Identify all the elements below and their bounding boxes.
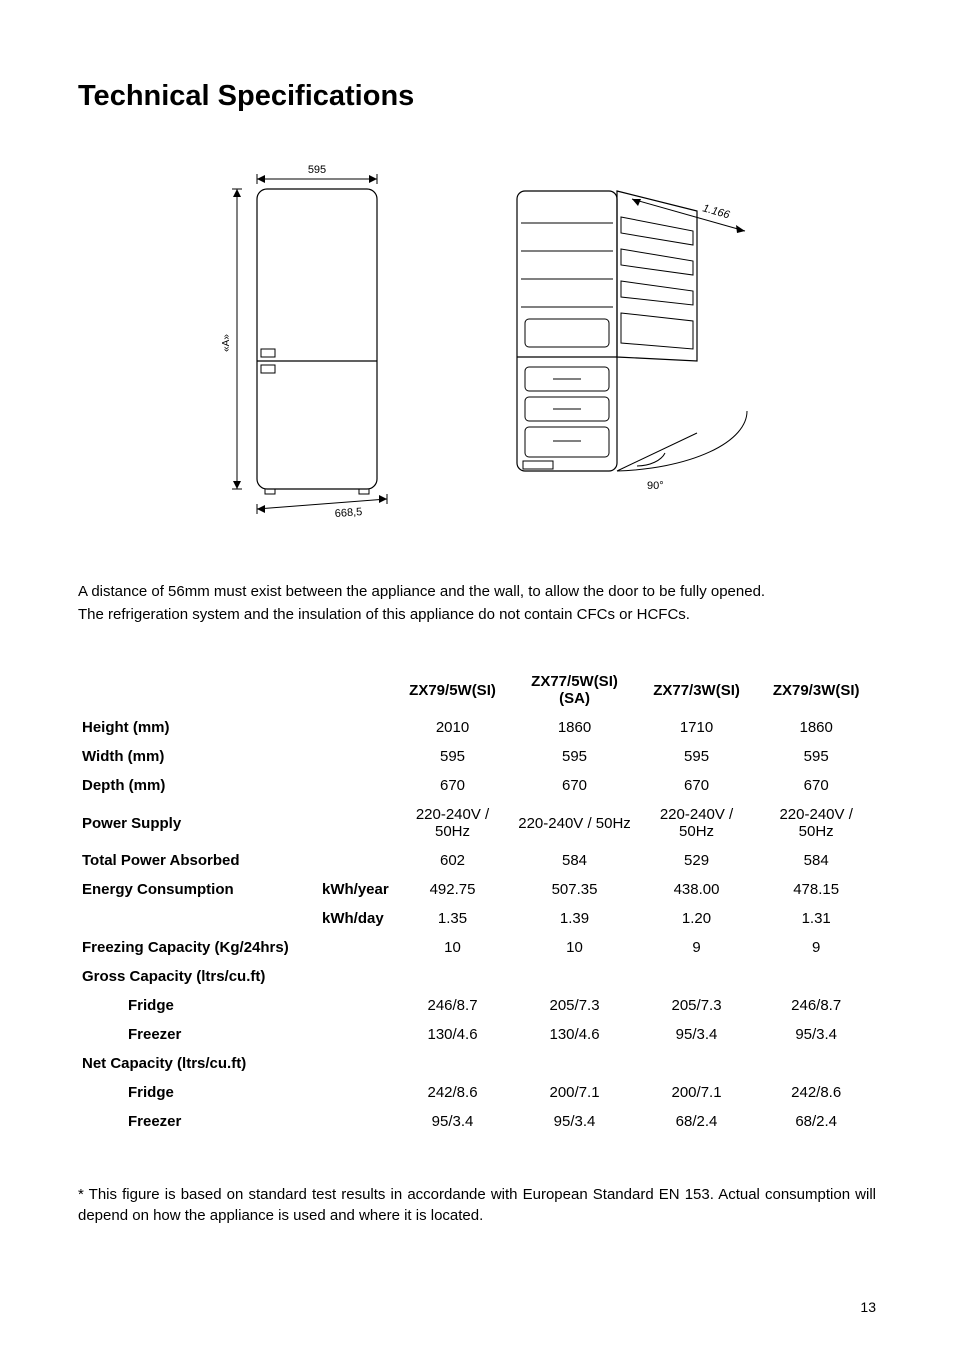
- dim-angle: 90°: [647, 480, 664, 492]
- cell: 1860: [512, 713, 636, 742]
- note-line: A distance of 56mm must exist between th…: [78, 581, 876, 602]
- cell: 246/8.7: [393, 991, 513, 1020]
- cell: 220-240V / 50Hz: [756, 800, 876, 846]
- cell: 492.75: [393, 875, 513, 904]
- cell: 130/4.6: [393, 1020, 513, 1049]
- cell: 246/8.7: [756, 991, 876, 1020]
- cell: 242/8.6: [756, 1078, 876, 1107]
- page-number: 13: [860, 1299, 876, 1315]
- row-label: Net Capacity (ltrs/cu.ft): [78, 1049, 876, 1078]
- cell: 220-240V / 50Hz: [512, 800, 636, 846]
- col-header: ZX77/5W(SI)(SA): [512, 667, 636, 713]
- cell: 220-240V / 50Hz: [637, 800, 757, 846]
- cell: 95/3.4: [637, 1020, 757, 1049]
- cell: 478.15: [756, 875, 876, 904]
- cell: 595: [393, 742, 513, 771]
- cell: 95/3.4: [393, 1107, 513, 1136]
- cell: 220-240V / 50Hz: [393, 800, 513, 846]
- cell: 130/4.6: [512, 1020, 636, 1049]
- row-label: Power Supply: [78, 800, 318, 846]
- unit-label: kWh/day: [318, 904, 393, 933]
- cell: 9: [637, 933, 757, 962]
- diagram-front: 595 «A» 668,5: [187, 161, 407, 521]
- cell: 2010: [393, 713, 513, 742]
- notes-block: A distance of 56mm must exist between th…: [78, 581, 876, 625]
- row-sublabel: Freezer: [78, 1107, 318, 1136]
- note-line: The refrigeration system and the insulat…: [78, 604, 876, 625]
- page-title: Technical Specifications: [78, 80, 876, 113]
- cell: 242/8.6: [393, 1078, 513, 1107]
- row-label: Freezing Capacity (Kg/24hrs): [78, 933, 393, 962]
- row-label: Gross Capacity (ltrs/cu.ft): [78, 962, 876, 991]
- cell: 68/2.4: [637, 1107, 757, 1136]
- row-label: Width (mm): [78, 742, 318, 771]
- cell: 1860: [756, 713, 876, 742]
- diagram-open: 1.166 90°: [487, 161, 767, 521]
- cell: 507.35: [512, 875, 636, 904]
- cell: 200/7.1: [512, 1078, 636, 1107]
- dim-top: 595: [308, 164, 326, 176]
- cell: 584: [756, 846, 876, 875]
- cell: 1.20: [637, 904, 757, 933]
- row-label: Energy Consumption: [78, 875, 318, 904]
- cell: 670: [756, 771, 876, 800]
- cell: 1.31: [756, 904, 876, 933]
- diagram-row: 595 «A» 668,5: [78, 161, 876, 521]
- cell: 205/7.3: [637, 991, 757, 1020]
- cell: 1.35: [393, 904, 513, 933]
- row-sublabel: Fridge: [78, 1078, 318, 1107]
- dim-side: «A»: [221, 334, 232, 352]
- cell: 1710: [637, 713, 757, 742]
- cell: 10: [393, 933, 513, 962]
- row-label: Depth (mm): [78, 771, 318, 800]
- cell: 10: [512, 933, 636, 962]
- cell: 95/3.4: [512, 1107, 636, 1136]
- cell: 670: [512, 771, 636, 800]
- cell: 602: [393, 846, 513, 875]
- col-header: ZX79/5W(SI): [393, 667, 513, 713]
- cell: 200/7.1: [637, 1078, 757, 1107]
- footnote: * This figure is based on standard test …: [78, 1184, 876, 1226]
- cell: 1.39: [512, 904, 636, 933]
- row-sublabel: Fridge: [78, 991, 318, 1020]
- cell: 529: [637, 846, 757, 875]
- cell: 670: [393, 771, 513, 800]
- cell: 205/7.3: [512, 991, 636, 1020]
- cell: 595: [512, 742, 636, 771]
- cell: 584: [512, 846, 636, 875]
- cell: 595: [756, 742, 876, 771]
- col-header: ZX77/3W(SI): [637, 667, 757, 713]
- spec-table: ZX79/5W(SI) ZX77/5W(SI)(SA) ZX77/3W(SI) …: [78, 667, 876, 1136]
- cell: 595: [637, 742, 757, 771]
- cell: 438.00: [637, 875, 757, 904]
- col-header: ZX79/3W(SI): [756, 667, 876, 713]
- cell: 670: [637, 771, 757, 800]
- cell: 68/2.4: [756, 1107, 876, 1136]
- cell: 95/3.4: [756, 1020, 876, 1049]
- row-label: Total Power Absorbed: [78, 846, 318, 875]
- cell: 9: [756, 933, 876, 962]
- row-sublabel: Freezer: [78, 1020, 318, 1049]
- dim-swing: 1.166: [701, 202, 732, 221]
- row-label: Height (mm): [78, 713, 318, 742]
- unit-label: kWh/year: [318, 875, 393, 904]
- dim-bottom: 668,5: [334, 506, 362, 520]
